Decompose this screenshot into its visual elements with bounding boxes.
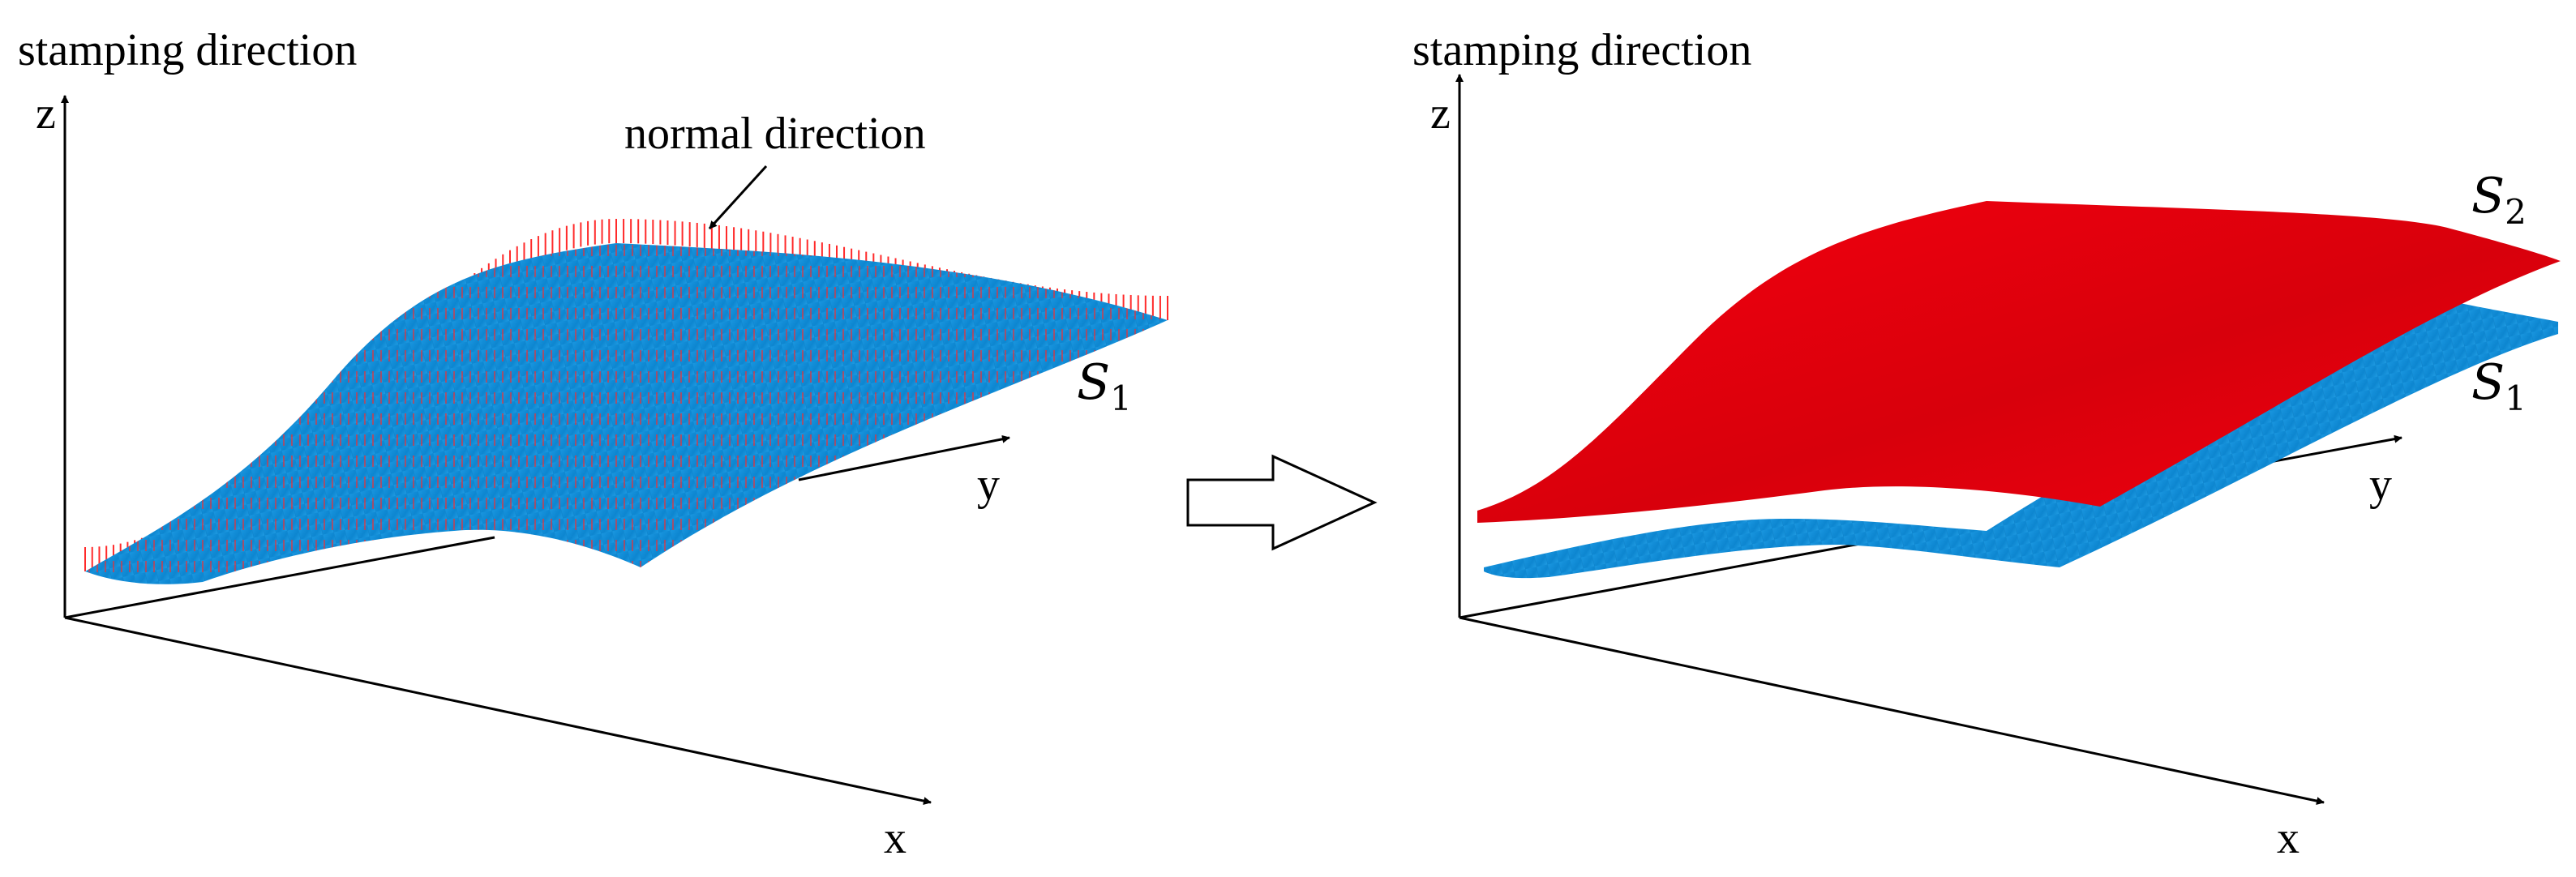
right-y-label: y — [2369, 460, 2392, 510]
right-panel: stamping direction z y x S2 S1 — [1412, 25, 2561, 863]
left-y-axis — [798, 434, 1010, 481]
hollow-right-arrow-icon — [1186, 454, 1378, 551]
left-surface-label-s1: S1 — [1077, 354, 1132, 418]
right-surface-label-s2: S2 — [2471, 168, 2527, 232]
left-x-axis — [64, 616, 932, 806]
normal-direction-label: normal direction — [624, 109, 926, 159]
left-stamping-direction-label: stamping direction — [18, 25, 357, 75]
normal-direction-pointer — [708, 165, 768, 230]
left-y-label: y — [977, 460, 1000, 510]
left-y-axis-hidden-part — [64, 536, 495, 619]
left-z-label: z — [36, 88, 56, 139]
right-x-axis — [1459, 616, 2325, 806]
left-axes: z y x — [36, 88, 1010, 863]
right-surface-s2 — [1477, 201, 2561, 523]
right-surface-label-s1: S1 — [2471, 354, 2527, 418]
right-axes: z y x — [1430, 74, 2402, 863]
left-panel: stamping direction z y x normal directio… — [18, 25, 1168, 863]
left-x-label: x — [884, 813, 907, 863]
left-surface-s1 — [85, 243, 1168, 584]
right-y-axis-hidden-part — [1459, 540, 1874, 619]
right-x-label: x — [2277, 813, 2300, 863]
right-z-label: z — [1430, 88, 1451, 139]
right-stamping-direction-label: stamping direction — [1412, 25, 1751, 75]
